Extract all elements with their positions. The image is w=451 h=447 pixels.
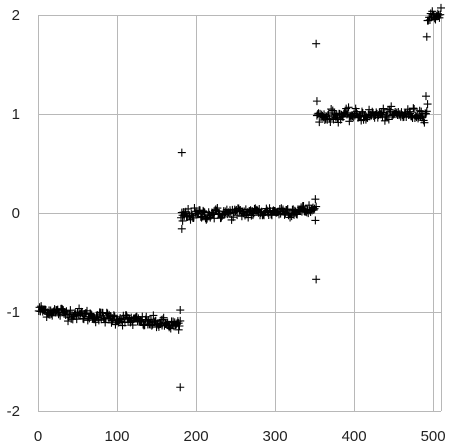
data-point bbox=[420, 118, 429, 127]
x-tick-label-100: 100 bbox=[105, 428, 130, 445]
data-point bbox=[213, 204, 222, 213]
data-point bbox=[233, 211, 242, 220]
y-tick-label-1: 1 bbox=[12, 106, 20, 123]
data-point bbox=[312, 275, 321, 284]
x-tick-label-200: 200 bbox=[184, 428, 209, 445]
points-layer bbox=[34, 3, 445, 392]
data-point bbox=[299, 202, 308, 211]
data-point bbox=[177, 148, 186, 157]
x-tick-label-500: 500 bbox=[421, 428, 446, 445]
data-point bbox=[311, 195, 320, 204]
data-point bbox=[415, 106, 424, 115]
data-point bbox=[176, 306, 185, 315]
data-point bbox=[423, 100, 432, 109]
data-point bbox=[248, 211, 257, 220]
data-point bbox=[83, 316, 92, 325]
data-point bbox=[310, 204, 319, 213]
data-point bbox=[128, 321, 137, 330]
data-point bbox=[159, 313, 168, 322]
data-point bbox=[149, 311, 158, 320]
data-point bbox=[174, 325, 183, 334]
data-point bbox=[202, 215, 211, 224]
data-point bbox=[312, 97, 321, 106]
data-point bbox=[345, 117, 354, 126]
data-point bbox=[56, 311, 65, 320]
data-point bbox=[184, 204, 193, 213]
data-point bbox=[175, 321, 184, 330]
data-point bbox=[384, 115, 393, 124]
data-point bbox=[315, 118, 324, 127]
data-point bbox=[229, 213, 238, 222]
x-tick-label-400: 400 bbox=[342, 428, 367, 445]
data-point bbox=[421, 92, 430, 101]
data-point bbox=[327, 105, 336, 114]
data-point bbox=[379, 104, 388, 113]
tick-label-layer: 0 100 200 300 400 500 -2 -1 0 1 2 bbox=[7, 7, 446, 445]
data-point bbox=[110, 312, 119, 321]
data-point bbox=[189, 214, 198, 223]
data-point bbox=[436, 10, 445, 19]
y-tick-label-2: 2 bbox=[12, 7, 20, 24]
data-point bbox=[86, 309, 95, 318]
data-point bbox=[176, 383, 185, 392]
data-point bbox=[405, 107, 414, 116]
data-point bbox=[324, 111, 333, 120]
x-tick-label-0: 0 bbox=[34, 428, 42, 445]
data-point bbox=[385, 105, 394, 114]
y-tick-label-0: 0 bbox=[12, 205, 20, 222]
data-point bbox=[311, 216, 320, 225]
data-point bbox=[190, 204, 199, 213]
data-point bbox=[178, 216, 187, 225]
data-point bbox=[312, 202, 321, 211]
data-point bbox=[66, 306, 75, 315]
data-point bbox=[199, 206, 208, 215]
data-point bbox=[79, 315, 88, 324]
data-point bbox=[428, 7, 437, 16]
data-point bbox=[409, 104, 418, 113]
data-point bbox=[387, 102, 396, 111]
data-point bbox=[109, 311, 118, 320]
data-point bbox=[422, 32, 431, 41]
data-point bbox=[422, 107, 431, 116]
data-point bbox=[410, 105, 419, 114]
data-point bbox=[437, 3, 445, 12]
y-tick-label--1: -1 bbox=[7, 304, 20, 321]
data-point bbox=[177, 224, 186, 233]
data-point bbox=[72, 315, 81, 324]
y-tick-label--2: -2 bbox=[7, 403, 20, 420]
data-point bbox=[312, 39, 321, 48]
data-point bbox=[197, 213, 206, 222]
data-point bbox=[176, 316, 185, 325]
x-tick-label-300: 300 bbox=[263, 428, 288, 445]
data-point bbox=[344, 103, 353, 112]
